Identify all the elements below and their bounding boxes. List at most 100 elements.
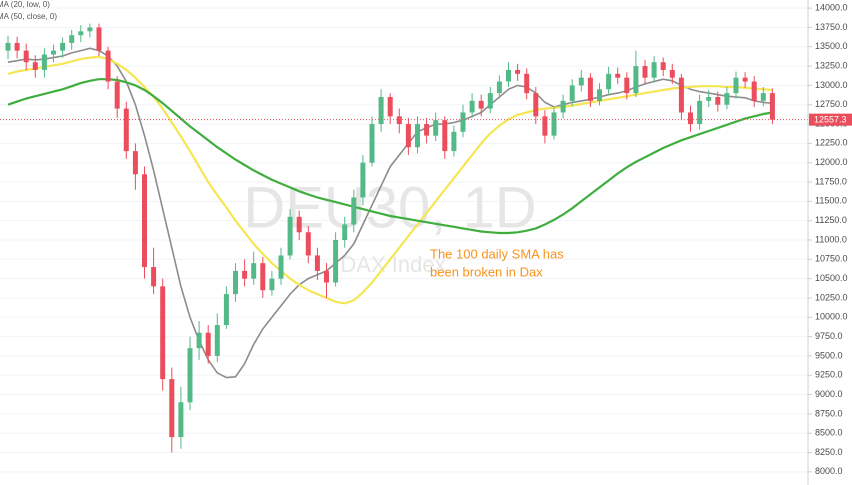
candle-body <box>760 93 766 101</box>
y-tick-label: 10750.0 <box>815 254 848 264</box>
candle-body <box>642 66 648 78</box>
candle-body <box>278 255 284 279</box>
y-tick-label: 9250.0 <box>815 370 843 380</box>
candle-body <box>733 77 739 94</box>
candle-body <box>369 124 375 163</box>
y-tick-label: 9000.0 <box>815 389 843 399</box>
y-tick-label: 13250.0 <box>815 60 848 70</box>
annotation-line: The 100 daily SMA has <box>430 246 564 261</box>
y-tick-label: 10500.0 <box>815 273 848 283</box>
y-tick-label: 10000.0 <box>815 312 848 322</box>
annotation: The 100 daily SMA has been broken in Dax <box>430 246 564 279</box>
candle-body <box>678 77 684 113</box>
candle-body <box>651 62 657 78</box>
candle-body <box>515 69 521 74</box>
candle-body <box>41 54 47 70</box>
candle-body <box>169 379 175 438</box>
candle-body <box>633 66 639 94</box>
candle-body <box>506 69 511 82</box>
candle-body <box>424 124 430 136</box>
candle-body <box>742 77 748 82</box>
y-tick-label: 12000.0 <box>815 157 848 167</box>
candle-body <box>105 50 111 82</box>
y-tick-label: 11000.0 <box>815 234 847 244</box>
candle-body <box>242 270 248 279</box>
candle-body <box>697 100 703 125</box>
candle-body <box>342 224 348 240</box>
ma-line <box>7 78 773 235</box>
y-tick-label: 10250.0 <box>815 292 848 302</box>
y-tick-label: 14000.0 <box>815 2 848 12</box>
ma-line <box>7 55 773 305</box>
y-tick-label: 8000.0 <box>815 466 843 476</box>
candle-body <box>569 85 575 101</box>
candle-body <box>578 77 584 86</box>
candle-body <box>442 120 448 152</box>
candle-body <box>551 112 557 136</box>
candle-body <box>314 255 320 271</box>
y-tick-label: 12750.0 <box>815 99 848 109</box>
candle-body <box>23 50 29 63</box>
candle-body <box>405 124 411 148</box>
candle-body <box>78 31 84 36</box>
annotation-line: been broken in Dax <box>430 264 543 279</box>
candle-body <box>451 131 457 152</box>
candle-body <box>378 97 384 125</box>
candle-body <box>396 116 402 125</box>
legend: MA (20, low, 0) MA (50, close, 0) <box>0 0 57 21</box>
candle-body <box>305 232 311 256</box>
candle-body <box>669 69 675 78</box>
candle-body <box>460 112 466 132</box>
candle-body <box>524 73 530 94</box>
y-tick-label: 11500.0 <box>815 196 847 206</box>
y-tick-label: 8500.0 <box>815 428 843 438</box>
candle-body <box>333 239 339 283</box>
candle-body <box>114 81 120 109</box>
y-tick-label: 13750.0 <box>815 22 848 32</box>
candle-body <box>496 81 502 94</box>
price-tag-label: 12557.3 <box>814 114 847 124</box>
price-tag <box>809 113 852 126</box>
candle-body <box>688 112 693 125</box>
candle-body <box>287 216 293 256</box>
candle-body <box>660 62 666 70</box>
candle-body <box>196 332 202 349</box>
y-tick-label: 8750.0 <box>815 408 843 418</box>
candle-body <box>469 100 475 113</box>
y-tick-label: 8250.0 <box>815 447 843 457</box>
candle-body <box>296 216 302 233</box>
candle-body <box>223 294 229 326</box>
y-tick-label: 9500.0 <box>815 350 843 360</box>
candle-body <box>69 35 75 43</box>
candle-body <box>606 73 612 90</box>
candle-body <box>5 42 11 51</box>
legend-entry: MA (50, close, 0) <box>0 12 57 21</box>
candle-body <box>269 278 275 291</box>
y-tick-label: 13500.0 <box>815 41 848 51</box>
candle-body <box>624 77 630 94</box>
candle-body <box>178 402 184 438</box>
candle-body <box>360 162 366 198</box>
candle-body <box>597 89 602 101</box>
candle-body <box>51 50 56 55</box>
candle-body <box>706 97 712 101</box>
candle-body <box>32 62 38 70</box>
candle-body <box>60 42 66 51</box>
candle-body <box>251 263 257 279</box>
candle-body <box>542 116 548 136</box>
y-tick-label: 13000.0 <box>815 80 848 90</box>
candle-body <box>751 81 757 101</box>
candle-body <box>260 263 266 291</box>
candle-body <box>724 93 730 105</box>
legend-entry: MA (20, low, 0) <box>0 0 50 9</box>
y-tick-label: 11250.0 <box>815 215 847 225</box>
y-axis: 8000.0 8250.0 8500.0 8750.0 9000.0 9250.0 9500… <box>808 2 852 476</box>
candle-body <box>324 270 329 283</box>
candle-body <box>769 93 775 120</box>
candle-body <box>123 108 129 152</box>
candle-body <box>132 151 138 175</box>
y-tick-label: 12250.0 <box>815 138 848 148</box>
